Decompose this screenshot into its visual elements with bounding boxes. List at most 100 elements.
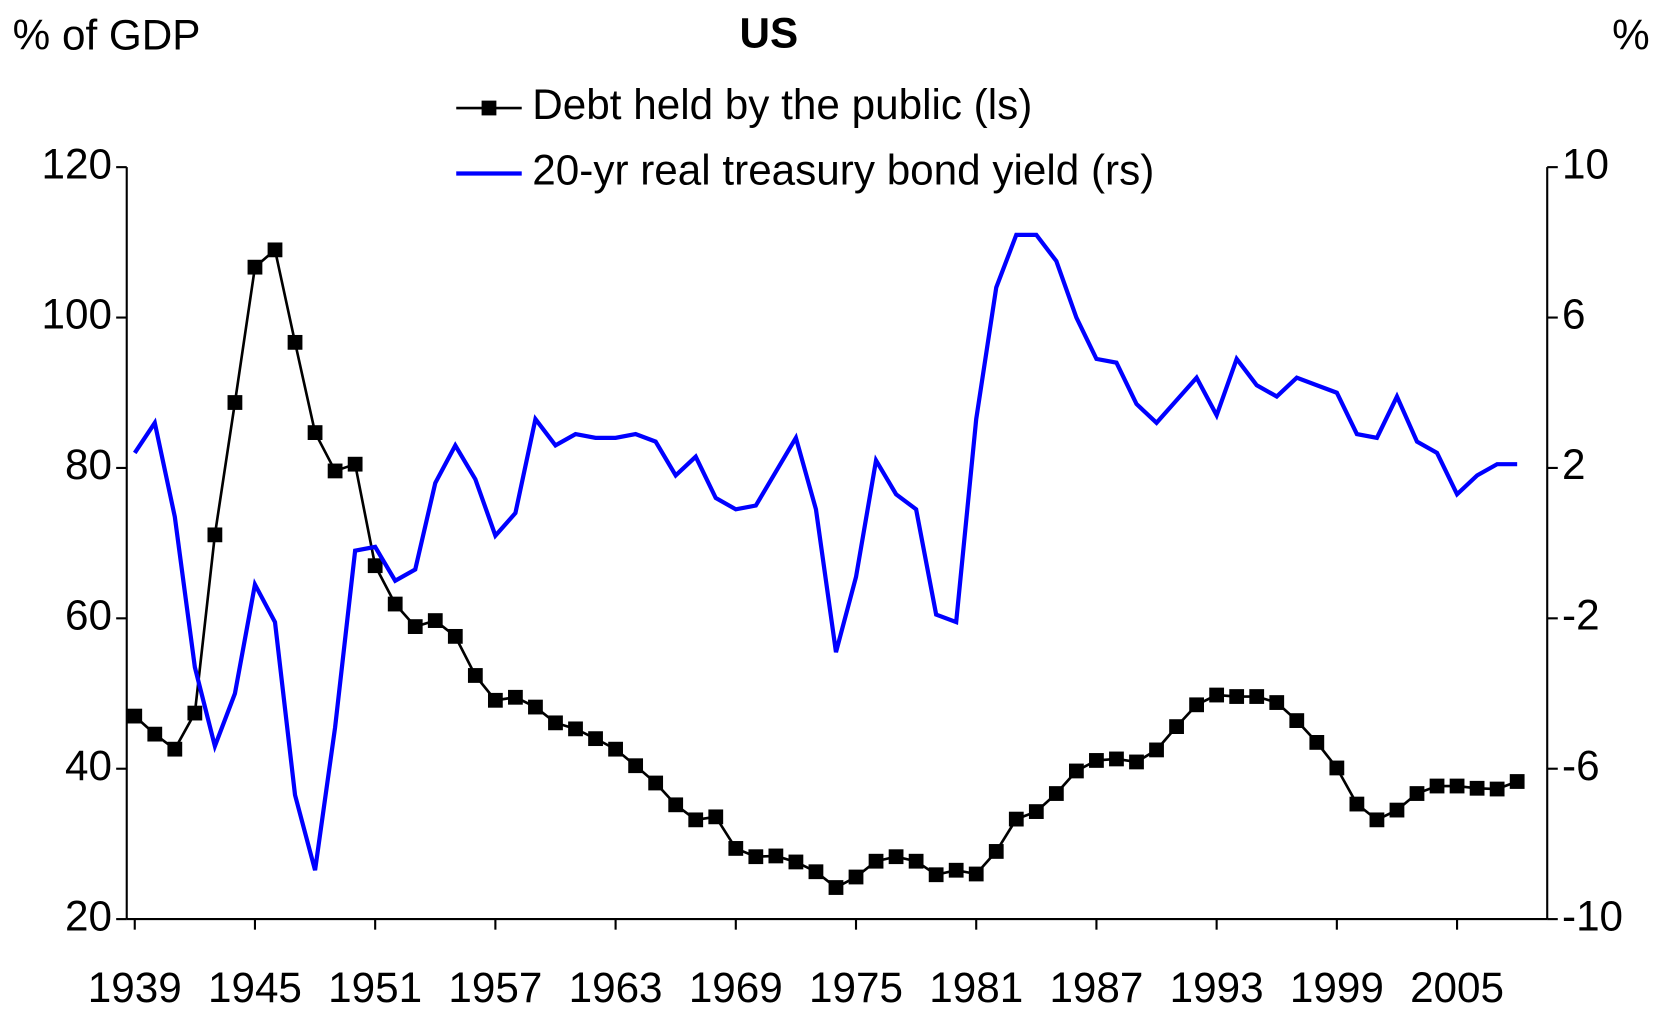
y2-axis-label: % (1612, 11, 1650, 58)
marker (1369, 812, 1385, 828)
marker (247, 259, 263, 275)
marker (167, 741, 183, 757)
marker (768, 848, 784, 864)
x-tick-label: 1969 (689, 964, 783, 1006)
marker (1329, 760, 1345, 776)
marker (1269, 695, 1285, 710)
marker (508, 689, 523, 705)
y2-tick-label: -6 (1562, 742, 1600, 789)
marker (668, 797, 684, 813)
legend-label: 20-yr real treasury bond yield (rs) (532, 147, 1154, 194)
marker (968, 866, 984, 882)
marker (788, 854, 804, 870)
y-tick-label: 40 (65, 742, 112, 789)
x-tick-label: 1975 (809, 964, 903, 1006)
marker (1149, 742, 1164, 758)
x-tick-label: 1957 (448, 964, 542, 1006)
x-tick-label: 2005 (1410, 964, 1504, 1006)
marker (307, 425, 323, 440)
marker (1429, 778, 1445, 794)
marker (528, 699, 543, 715)
marker (548, 715, 563, 731)
marker (908, 853, 924, 869)
marker (1129, 754, 1144, 770)
marker (467, 668, 483, 683)
marker (1209, 687, 1225, 703)
x-tick-label: 1999 (1290, 964, 1384, 1006)
y2-tick-label: 2 (1562, 441, 1586, 488)
marker (207, 527, 223, 543)
marker (828, 880, 844, 895)
y-tick-label: 20 (65, 892, 112, 939)
marker (1409, 786, 1425, 801)
x-tick-label: 1993 (1170, 964, 1264, 1006)
marker (948, 862, 964, 878)
marker (868, 853, 884, 869)
marker (1289, 713, 1305, 728)
marker (147, 726, 163, 742)
x-tick-label: 1963 (569, 964, 663, 1006)
y-tick-label: 80 (65, 441, 112, 488)
marker (187, 705, 203, 721)
marker (1489, 781, 1505, 797)
marker (588, 731, 603, 747)
marker (888, 849, 904, 865)
marker (1169, 719, 1184, 735)
marker (1249, 689, 1265, 704)
marker (427, 613, 443, 628)
marker (1309, 735, 1325, 750)
marker (367, 558, 383, 574)
x-tick-label: 1945 (208, 964, 302, 1006)
x-tick-label: 1981 (929, 964, 1023, 1006)
y2-tick-label: -10 (1562, 892, 1623, 939)
marker (267, 242, 283, 258)
y2-tick-label: 10 (1562, 140, 1609, 187)
marker (728, 841, 744, 856)
y-tick-label: 60 (65, 591, 112, 638)
marker (1008, 811, 1024, 827)
marker (287, 334, 303, 350)
marker (648, 775, 664, 791)
marker (407, 619, 423, 634)
marker (227, 395, 243, 410)
marker (1109, 751, 1124, 767)
marker (1089, 753, 1104, 768)
marker (928, 867, 944, 883)
marker (1449, 778, 1465, 794)
marker (1048, 786, 1064, 801)
marker (708, 809, 724, 825)
y-axis-label: % of GDP (13, 11, 201, 58)
marker (1469, 780, 1485, 796)
x-tick-label: 1951 (328, 964, 422, 1006)
marker (608, 741, 623, 757)
marker (327, 463, 343, 479)
marker (1189, 697, 1204, 713)
line (133, 247, 1518, 890)
y2-tick-label: 6 (1562, 291, 1586, 338)
marker (487, 692, 503, 708)
marker (387, 596, 403, 612)
marker (748, 849, 764, 865)
marker (988, 844, 1004, 859)
marker (1509, 774, 1525, 789)
marker (808, 864, 824, 880)
marker (568, 721, 583, 737)
marker (688, 812, 704, 828)
marker (1229, 689, 1245, 704)
chart-title: US (740, 9, 799, 56)
y2-tick-label: -2 (1562, 591, 1600, 638)
marker (628, 758, 644, 774)
marker (1069, 763, 1084, 779)
marker (1389, 802, 1405, 818)
x-tick-label: 1939 (88, 964, 182, 1006)
marker (127, 708, 143, 724)
marker (1349, 796, 1365, 812)
marker (347, 456, 363, 472)
x-tick-label: 1987 (1049, 964, 1143, 1006)
y-tick-label: 100 (41, 291, 111, 338)
legend-label: Debt held by the public (ls) (532, 81, 1032, 128)
marker (848, 869, 864, 885)
line (132, 232, 1518, 871)
marker (447, 628, 463, 644)
